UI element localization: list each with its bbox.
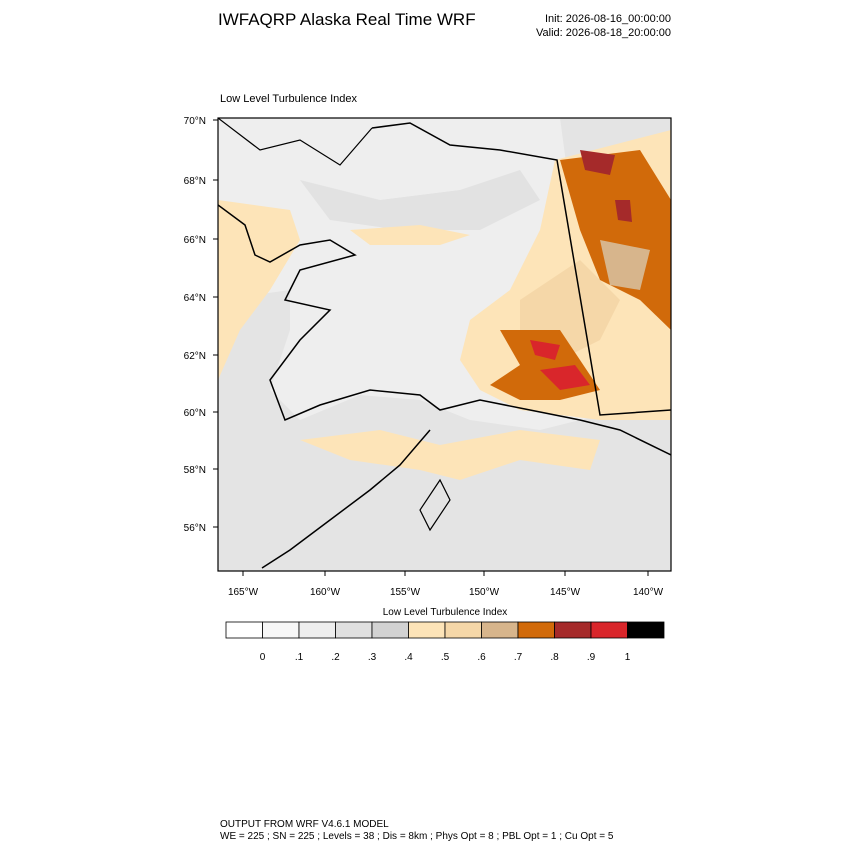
colorbar-label: .6 [477,652,486,663]
lat-label: 66°N [184,235,206,246]
colorbar: 0 .1 .2 .3 .4 .5 .6 .7 .8 .9 1 [225,621,665,663]
colorbar-label: 1 [625,652,631,663]
colorbar-title: Low Level Turbulence Index [383,607,508,618]
colorbar-label: .4 [404,652,413,663]
lat-label: 56°N [184,523,206,534]
colorbar-swatch [444,621,482,639]
title: IWFAQRP Alaska Real Time WRF [218,10,476,29]
colorbar-swatch [335,621,373,639]
colorbar-swatch [298,621,336,639]
colorbar-swatch [371,621,409,639]
map-title: Low Level Turbulence Index [220,93,357,105]
colorbar-swatch [590,621,628,639]
lat-label: 68°N [184,176,206,187]
axis-labels: 70°N 68°N 66°N 64°N 62°N 60°N 58°N 56°N 165°W 160… [184,116,664,598]
colorbar-swatch [517,621,555,639]
colorbar-swatch [262,621,300,639]
colorbar-swatch [554,621,592,639]
init-time: Init: 2026-08-16_00:00:00 [545,13,671,25]
colorbar-label: .2 [331,652,340,663]
colorbar-swatch [481,621,519,639]
colorbar-label: .3 [368,652,377,663]
colorbar-label: .8 [550,652,559,663]
lat-label: 62°N [184,351,206,362]
colorbar-swatch [225,621,263,639]
lon-label: 140°W [633,587,664,598]
colorbar-label: .5 [441,652,450,663]
footer-line: OUTPUT FROM WRF V4.6.1 MODEL [220,819,389,830]
colorbar-label: .9 [587,652,596,663]
map-frame [217,117,672,572]
footer-line: WE = 225 ; SN = 225 ; Levels = 38 ; Dis … [220,831,614,842]
lon-label: 160°W [310,587,341,598]
lon-label: 155°W [390,587,421,598]
lat-label: 60°N [184,408,206,419]
lon-label: 165°W [228,587,259,598]
lat-label: 64°N [184,293,206,304]
colorbar-swatch [627,621,665,639]
lon-label: 150°W [469,587,500,598]
colorbar-label: .7 [514,652,523,663]
lat-label: 70°N [184,116,206,127]
map [218,118,671,571]
colorbar-label: .1 [295,652,304,663]
valid-time: Valid: 2026-08-18_20:00:00 [536,27,671,39]
colorbar-label: 0 [260,652,266,663]
lat-label: 58°N [184,465,206,476]
lon-label: 145°W [550,587,581,598]
colorbar-swatch [408,621,446,639]
